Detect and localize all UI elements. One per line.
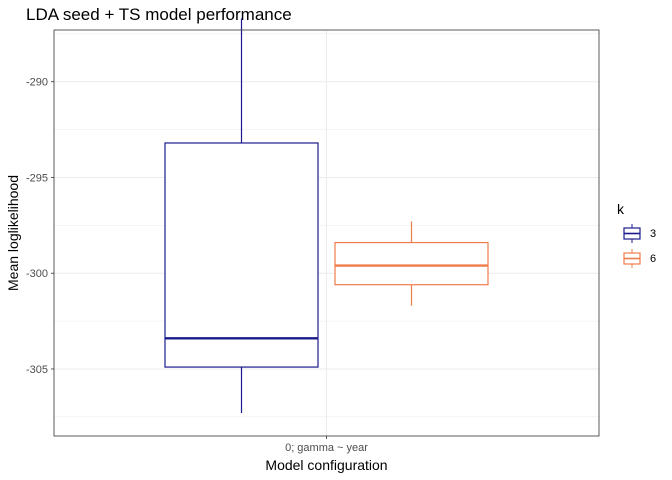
chart-title: LDA seed + TS model performance bbox=[26, 5, 292, 24]
box-k-6 bbox=[334, 221, 489, 306]
box-iqr bbox=[334, 241, 489, 286]
y-axis-title: Mean loglikelihood bbox=[5, 175, 21, 291]
plot-panel bbox=[53, 18, 600, 437]
box-k-3 bbox=[164, 18, 319, 414]
y-tick-label: -305 bbox=[26, 364, 48, 376]
legend-key-6 bbox=[623, 249, 641, 268]
y-tick-label: -295 bbox=[26, 172, 48, 184]
x-axis-title: Model configuration bbox=[265, 457, 387, 473]
y-axis: -305 -300 -295 -290 bbox=[26, 77, 54, 376]
x-tick-label: 0; gamma ~ year bbox=[285, 442, 368, 454]
legend-title: k bbox=[617, 201, 625, 217]
y-tick-label: -300 bbox=[26, 268, 48, 280]
grid-major bbox=[54, 30, 599, 436]
box-iqr bbox=[164, 142, 319, 368]
legend: k 3 6 bbox=[617, 201, 656, 268]
y-tick-label: -290 bbox=[26, 77, 48, 89]
x-axis: 0; gamma ~ year bbox=[285, 436, 368, 454]
boxes bbox=[164, 18, 489, 414]
legend-key-3 bbox=[623, 224, 641, 243]
legend-label: 3 bbox=[650, 228, 656, 240]
legend-label: 6 bbox=[650, 253, 656, 265]
